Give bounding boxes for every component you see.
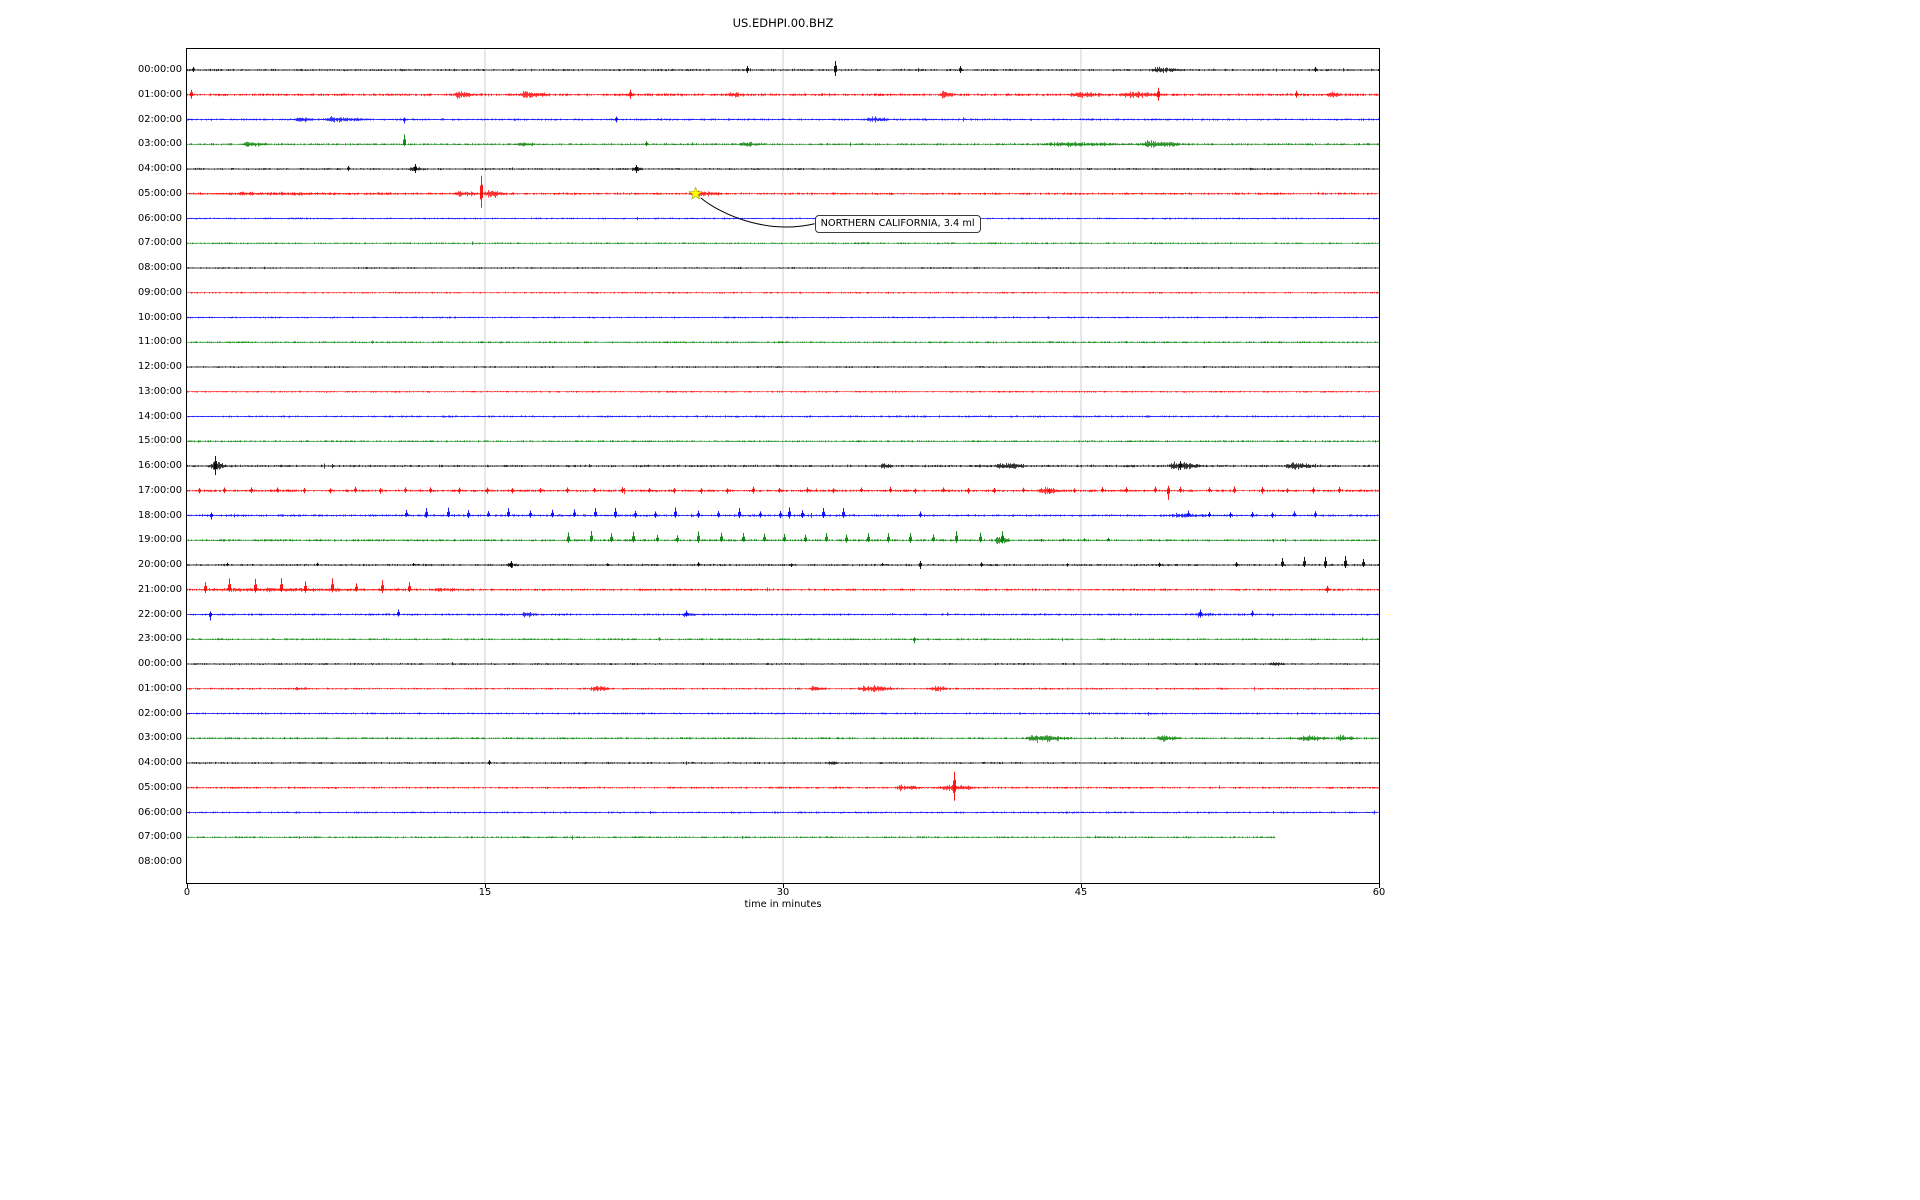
x-tick-mark [1081, 884, 1082, 888]
waveform-canvas [187, 49, 1379, 883]
row-label: 21:00:00 [138, 583, 182, 595]
row-label: 23:00:00 [138, 633, 182, 645]
x-tick-label: 45 [1074, 887, 1088, 898]
x-tick-label: 60 [1372, 887, 1386, 898]
row-label: 01:00:00 [138, 682, 182, 694]
row-label: 05:00:00 [138, 187, 182, 199]
row-label: 14:00:00 [138, 410, 182, 422]
x-tick-label: 0 [183, 887, 191, 898]
row-label: 03:00:00 [138, 732, 182, 744]
x-tick-mark [783, 884, 784, 888]
plot-area [186, 48, 1380, 884]
row-label: 10:00:00 [138, 311, 182, 323]
row-label: 04:00:00 [138, 757, 182, 768]
x-axis-label: time in minutes [744, 899, 822, 910]
row-label: 00:00:00 [138, 658, 182, 669]
plot-title: US.EDHPI.00.BHZ [732, 16, 834, 30]
row-label: 22:00:00 [138, 608, 182, 620]
row-label: 15:00:00 [138, 435, 182, 447]
row-label: 16:00:00 [138, 460, 182, 471]
x-tick-mark [1379, 884, 1380, 888]
x-tick-label: 30 [776, 887, 790, 898]
row-label: 12:00:00 [138, 361, 182, 372]
row-label: 01:00:00 [138, 88, 182, 100]
row-label: 18:00:00 [138, 509, 182, 521]
row-label: 13:00:00 [138, 385, 182, 397]
row-label: 19:00:00 [138, 534, 182, 546]
x-tick-mark [485, 884, 486, 888]
row-label: 11:00:00 [138, 336, 182, 348]
row-label: 08:00:00 [138, 262, 182, 273]
row-label: 07:00:00 [138, 237, 182, 249]
row-label: 00:00:00 [138, 64, 182, 75]
row-label: 02:00:00 [138, 707, 182, 719]
row-label: 09:00:00 [138, 286, 182, 298]
row-label: 06:00:00 [138, 806, 182, 818]
row-label: 08:00:00 [138, 856, 182, 867]
row-label: 06:00:00 [138, 212, 182, 224]
row-label: 05:00:00 [138, 781, 182, 793]
row-label: 07:00:00 [138, 831, 182, 843]
event-annotation: NORTHERN CALIFORNIA, 3.4 ml [814, 214, 981, 233]
row-label: 02:00:00 [138, 113, 182, 125]
row-label: 20:00:00 [138, 559, 182, 570]
row-label: 03:00:00 [138, 138, 182, 150]
row-label: 04:00:00 [138, 163, 182, 174]
row-label: 17:00:00 [138, 484, 182, 496]
x-tick-label: 15 [478, 887, 492, 898]
x-tick-mark [187, 884, 188, 888]
